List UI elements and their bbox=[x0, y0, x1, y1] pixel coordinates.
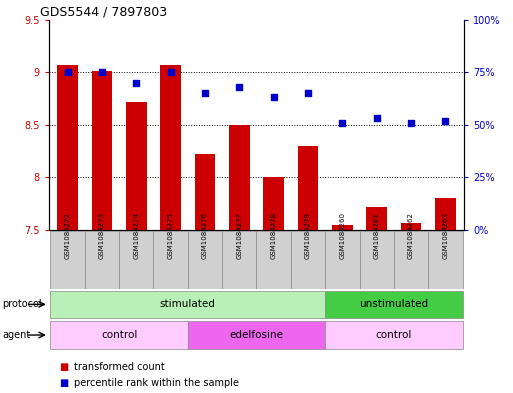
Text: percentile rank within the sample: percentile rank within the sample bbox=[74, 378, 240, 388]
Bar bbox=[195, 154, 215, 230]
Bar bbox=[291, 231, 325, 289]
Bar bbox=[366, 207, 387, 230]
Text: unstimulated: unstimulated bbox=[359, 299, 428, 309]
Text: GSM1084262: GSM1084262 bbox=[408, 212, 414, 259]
Bar bbox=[401, 222, 421, 230]
Text: control: control bbox=[101, 330, 137, 340]
Point bbox=[304, 90, 312, 96]
Text: GSM1084275: GSM1084275 bbox=[168, 212, 173, 259]
Text: protocol: protocol bbox=[3, 299, 42, 309]
Bar bbox=[332, 225, 352, 230]
Text: GSM1084278: GSM1084278 bbox=[271, 211, 277, 259]
Text: edelfosine: edelfosine bbox=[229, 330, 284, 340]
Text: GDS5544 / 7897803: GDS5544 / 7897803 bbox=[41, 6, 168, 18]
Bar bbox=[325, 231, 360, 289]
Text: transformed count: transformed count bbox=[74, 362, 165, 373]
Bar bbox=[50, 231, 85, 289]
Point bbox=[441, 118, 449, 124]
Point bbox=[64, 69, 72, 75]
Bar bbox=[57, 65, 78, 230]
Text: GSM1084260: GSM1084260 bbox=[340, 211, 345, 259]
Text: GSM1084276: GSM1084276 bbox=[202, 211, 208, 259]
Bar bbox=[428, 231, 463, 289]
Bar bbox=[325, 321, 463, 349]
Bar bbox=[50, 321, 188, 349]
Point bbox=[235, 84, 244, 90]
Point bbox=[372, 115, 381, 121]
Point bbox=[201, 90, 209, 96]
Bar bbox=[394, 231, 428, 289]
Bar bbox=[161, 65, 181, 230]
Bar bbox=[263, 177, 284, 230]
Bar bbox=[229, 125, 250, 230]
Bar bbox=[256, 231, 291, 289]
Text: GSM1084263: GSM1084263 bbox=[442, 211, 448, 259]
Bar bbox=[360, 231, 394, 289]
Text: ■: ■ bbox=[59, 362, 68, 373]
Bar bbox=[92, 71, 112, 230]
Text: GSM1084277: GSM1084277 bbox=[236, 211, 242, 259]
Text: ■: ■ bbox=[59, 378, 68, 388]
Point bbox=[98, 69, 106, 75]
Bar bbox=[188, 231, 222, 289]
Bar bbox=[435, 198, 456, 230]
Text: agent: agent bbox=[3, 330, 31, 340]
Bar bbox=[153, 231, 188, 289]
Bar bbox=[222, 231, 256, 289]
Bar bbox=[188, 321, 325, 349]
Point bbox=[407, 119, 415, 126]
Text: control: control bbox=[376, 330, 412, 340]
Point bbox=[269, 94, 278, 101]
Point bbox=[167, 69, 175, 75]
Bar bbox=[85, 231, 119, 289]
Text: GSM1084261: GSM1084261 bbox=[373, 211, 380, 259]
Bar bbox=[50, 290, 325, 318]
Text: GSM1084273: GSM1084273 bbox=[99, 211, 105, 259]
Bar bbox=[126, 102, 147, 230]
Text: stimulated: stimulated bbox=[160, 299, 216, 309]
Bar bbox=[298, 146, 318, 230]
Point bbox=[132, 79, 141, 86]
Point bbox=[338, 119, 346, 126]
Text: GSM1084272: GSM1084272 bbox=[65, 212, 71, 259]
Text: GSM1084274: GSM1084274 bbox=[133, 212, 140, 259]
Bar bbox=[119, 231, 153, 289]
Text: GSM1084279: GSM1084279 bbox=[305, 211, 311, 259]
Bar bbox=[325, 290, 463, 318]
